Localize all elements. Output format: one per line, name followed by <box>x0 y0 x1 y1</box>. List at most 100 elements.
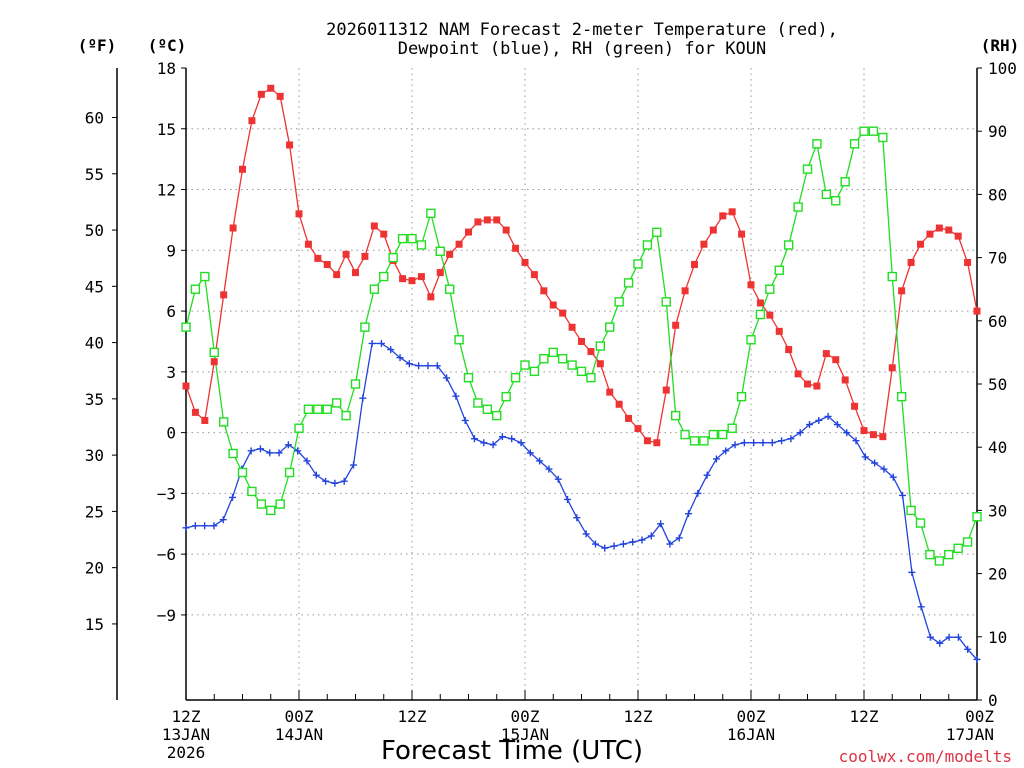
temperature-point <box>248 117 256 125</box>
rh-point <box>379 271 389 282</box>
x-tick-label: 00Z <box>737 707 766 726</box>
dewpoint-point <box>303 457 311 465</box>
rh-point <box>350 379 361 389</box>
x-tick-label: 00Z <box>511 707 540 726</box>
gridlines <box>186 68 978 700</box>
dewpoint-point <box>554 475 562 483</box>
celsius-tick-label: 12 <box>157 181 176 200</box>
dewpoint-point <box>629 538 637 546</box>
dewpoint-point <box>768 439 776 447</box>
temperature-point <box>267 84 275 92</box>
dewpoint-point <box>954 633 962 641</box>
rh-tick-label: 100 <box>988 59 1017 78</box>
dewpoint-point <box>908 568 916 576</box>
rh-point <box>605 322 615 332</box>
rh-point <box>313 404 323 414</box>
temperature-point <box>785 346 793 354</box>
rh-point <box>859 126 869 136</box>
rh-point <box>727 423 737 433</box>
temperature-point <box>408 277 416 285</box>
temperature-point <box>653 439 661 447</box>
fahrenheit-tick-label: 60 <box>85 109 104 128</box>
chart-title: 2026011312 NAM Forecast 2-meter Temperat… <box>326 20 838 40</box>
rh-point <box>181 322 191 332</box>
x-tick-label: 00Z <box>965 707 994 726</box>
axes <box>116 68 978 701</box>
rh-point <box>247 486 257 497</box>
dewpoint-point <box>889 473 897 481</box>
dewpoint-point <box>861 453 869 461</box>
rh-point <box>972 512 982 522</box>
rh-point <box>887 271 897 282</box>
rh-unit-label: (RH) <box>981 36 1020 55</box>
dewpoint-point <box>536 457 544 465</box>
temperature-point <box>483 216 491 224</box>
dewpoint-point <box>610 542 618 550</box>
temperature-point <box>747 281 755 289</box>
dewpoint-point <box>275 449 283 457</box>
dewpoint-point <box>694 489 702 497</box>
fahrenheit-tick-label: 55 <box>85 165 104 184</box>
rh-point <box>567 360 577 370</box>
dewpoint-point <box>526 449 534 457</box>
dewpoint-point <box>191 522 199 530</box>
dewpoint-point <box>778 437 786 445</box>
dewpoint-point <box>312 471 320 479</box>
rh-point <box>680 429 690 440</box>
fahrenheit-tick-label: 25 <box>85 502 104 521</box>
dewpoint-point <box>396 354 404 362</box>
temperature-point <box>314 254 322 262</box>
x-tick-label: 12Z <box>172 707 201 726</box>
rh-point <box>331 398 342 408</box>
rh-point <box>812 139 822 149</box>
rh-point <box>266 505 276 516</box>
rh-point <box>435 246 445 256</box>
dewpoint-point <box>647 532 655 540</box>
temperature-point <box>455 240 463 248</box>
celsius-tick-label: −3 <box>157 484 176 503</box>
dewpoint-point <box>796 429 804 437</box>
dewpoint-point <box>573 514 581 522</box>
rh-point <box>482 404 493 414</box>
fahrenheit-tick-label: 30 <box>85 446 104 465</box>
rh-tick-label: 40 <box>988 438 1007 457</box>
temperature-point <box>201 416 209 424</box>
dewpoint-point <box>452 392 460 400</box>
rh-point <box>190 284 201 294</box>
dewpoint-point <box>517 439 525 447</box>
dewpoint-point <box>247 447 255 455</box>
temperature-point <box>954 232 962 240</box>
rh-point <box>595 341 606 351</box>
temperature-point <box>549 301 557 309</box>
rh-point <box>783 240 794 250</box>
dewpoint-point <box>350 461 358 469</box>
temperature-point <box>606 388 614 396</box>
fahrenheit-tick-label: 20 <box>85 559 104 578</box>
temperature-point <box>446 250 454 258</box>
dewpoint-point <box>917 603 925 611</box>
dewpoint-point <box>740 439 748 447</box>
x-tick-label: 00Z <box>285 707 314 726</box>
rh-point <box>642 240 653 250</box>
rh-tick-label: 90 <box>988 122 1007 141</box>
dewpoint-series-line <box>185 342 978 660</box>
rh-point <box>256 499 267 509</box>
rh-point <box>821 189 832 200</box>
rh-tick-label: 70 <box>988 249 1007 268</box>
dewpoint-point <box>703 471 711 479</box>
dewpoint-point <box>470 435 478 443</box>
dewpoint-point <box>489 441 497 449</box>
dewpoint-point <box>880 465 888 473</box>
rh-point <box>360 322 370 332</box>
temperature-point <box>276 92 284 100</box>
rh-point <box>548 347 558 358</box>
rh-point <box>529 366 540 377</box>
temperature-point <box>295 210 303 218</box>
dewpoint-point <box>545 465 553 473</box>
rh-point <box>369 284 380 294</box>
rh-point <box>237 467 248 478</box>
rh-point <box>953 543 963 554</box>
temperature-point <box>380 230 388 238</box>
